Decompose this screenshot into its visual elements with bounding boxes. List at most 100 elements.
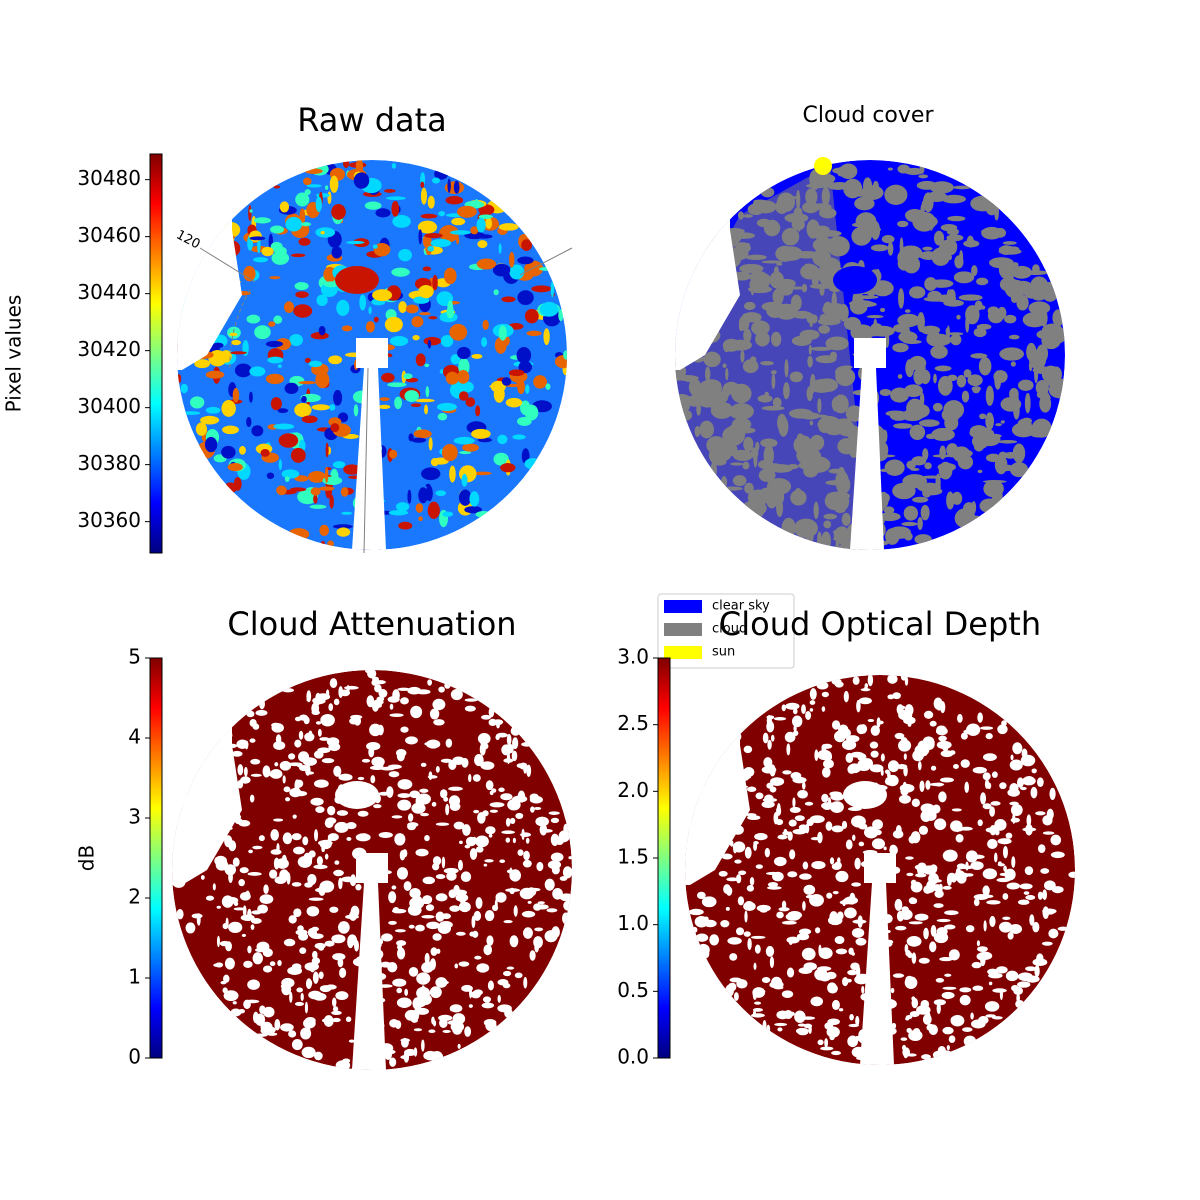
image-blob: [483, 944, 493, 956]
image-blob: [247, 945, 252, 954]
image-blob: [357, 776, 365, 781]
image-blob: [956, 863, 966, 870]
colorbar-tick-label: 2.0: [617, 778, 649, 802]
image-blob: [848, 947, 854, 955]
image-blob: [459, 892, 466, 906]
image-blob: [781, 900, 787, 909]
image-blob: [1017, 981, 1031, 988]
image-blob: [291, 1039, 303, 1051]
image-blob: [985, 385, 994, 407]
image-blob: [908, 897, 917, 905]
image-blob: [511, 797, 515, 805]
image-blob: [378, 404, 391, 409]
image-blob: [273, 741, 286, 750]
image-blob: [918, 957, 930, 964]
image-blob: [294, 475, 309, 482]
image-blob: [313, 779, 329, 788]
image-blob: [539, 823, 548, 836]
image-blob: [251, 910, 262, 915]
image-blob: [756, 904, 771, 912]
image-blob: [288, 915, 297, 924]
image-blob: [1031, 768, 1037, 774]
image-blob: [755, 864, 763, 869]
image-blob: [937, 244, 946, 265]
image-blob: [870, 323, 883, 332]
image-blob: [827, 983, 838, 994]
image-blob: [989, 806, 996, 817]
image-blob: [809, 434, 825, 451]
image-blob: [248, 205, 252, 222]
image-blob: [373, 804, 382, 809]
image-blob: [917, 517, 923, 531]
image-blob: [752, 1010, 757, 1018]
image-blob: [858, 823, 868, 830]
image-blob: [325, 817, 337, 825]
image-blob: [1009, 759, 1023, 771]
image-blob: [292, 814, 297, 819]
image-blob: [810, 346, 833, 351]
image-blob: [339, 967, 347, 979]
image-blob: [497, 1004, 512, 1013]
colorbar-tick-label: 30480: [77, 166, 141, 190]
image-blob: [500, 462, 516, 473]
image-blob: [476, 258, 497, 270]
image-blob: [501, 830, 515, 834]
image-blob: [396, 987, 403, 994]
image-blob: [869, 741, 879, 749]
image-blob: [944, 910, 959, 916]
image-blob: [978, 357, 992, 376]
image-blob: [317, 747, 331, 754]
image-blob: [379, 760, 384, 770]
image-blob: [734, 449, 748, 457]
image-blob: [298, 237, 311, 246]
image-blob: [835, 537, 840, 550]
image-blob: [787, 464, 799, 470]
image-blob: [332, 1006, 339, 1012]
image-blob: [867, 675, 874, 687]
image-blob: [191, 913, 203, 919]
image-blob: [849, 892, 856, 905]
image-blob: [836, 729, 850, 738]
image-blob: [853, 929, 858, 937]
image-blob: [354, 939, 359, 952]
image-blob: [821, 802, 836, 810]
image-blob: [501, 744, 512, 756]
image-blob: [999, 782, 1007, 790]
image-blob: [1032, 295, 1045, 301]
image-blob: [823, 513, 837, 520]
image-blob: [493, 452, 509, 466]
image-blob: [372, 244, 378, 249]
image-blob: [1042, 889, 1048, 901]
image-blob: [742, 461, 750, 470]
image-blob: [980, 792, 987, 805]
image-blob: [324, 466, 329, 484]
image-blob: [850, 324, 874, 341]
image-blob: [494, 899, 498, 911]
mask: [850, 368, 884, 550]
image-blob: [950, 1015, 964, 1023]
image-blob: [1011, 265, 1032, 279]
image-blob: [427, 195, 435, 209]
image-blob: [315, 371, 330, 389]
image-blob: [919, 251, 938, 260]
image-blob: [453, 884, 460, 895]
image-blob: [972, 386, 981, 394]
image-blob: [388, 920, 397, 925]
image-blob: [428, 316, 438, 320]
image-blob: [1004, 868, 1016, 881]
image-blob: [329, 494, 334, 509]
image-blob: [353, 404, 359, 417]
image-blob: [254, 325, 271, 340]
image-blob: [782, 770, 792, 775]
image-blob: [338, 877, 343, 890]
image-blob: [243, 960, 253, 968]
colorbar-label: dB: [75, 845, 99, 871]
image-blob: [777, 1027, 783, 1032]
image-blob: [1010, 754, 1014, 761]
image-blob: [722, 363, 727, 369]
image-blob: [855, 937, 867, 946]
image-blob: [1007, 932, 1014, 940]
image-blob: [783, 382, 790, 400]
image-blob: [391, 200, 400, 217]
image-blob: [997, 724, 1008, 735]
